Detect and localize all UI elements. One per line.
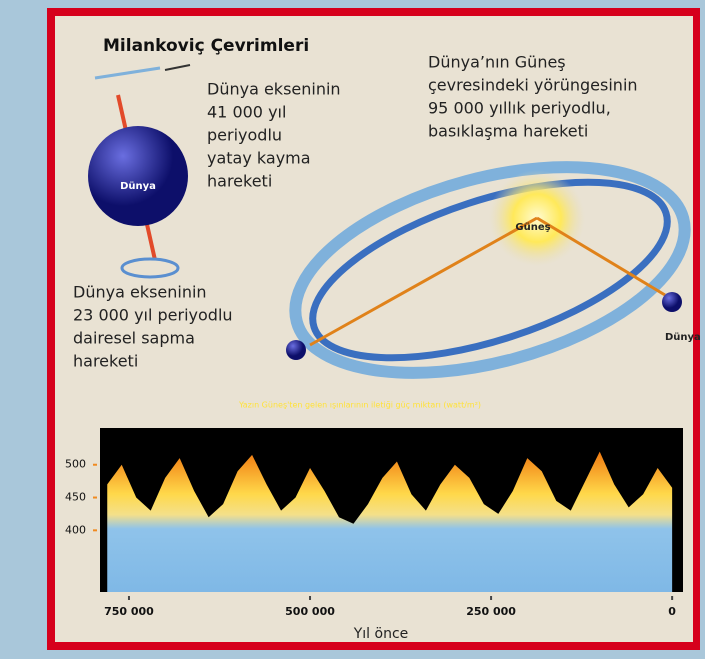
sun-label: Güneş xyxy=(515,222,550,233)
chart-title: Yazın Güneş'ten gelen ışınlarının iletiğ… xyxy=(238,401,481,410)
note-line: Dünya’nın Güneş xyxy=(428,53,566,72)
x-tick-label: 0 xyxy=(668,605,676,618)
note-line: 95 000 yıllık periyodlu, xyxy=(428,99,611,118)
note-line: periyodlu xyxy=(207,126,282,145)
earth-label: Dünya xyxy=(665,332,701,343)
earth xyxy=(88,126,188,226)
note-line: basıklaşma hareketi xyxy=(428,122,588,141)
infographic: Milankoviç Çevrimleri Güneş Dünya Dünya … xyxy=(0,0,705,655)
x-tick-label: 500 000 xyxy=(285,605,335,618)
note-line: hareketi xyxy=(207,172,272,191)
note-line: yatay kayma xyxy=(207,149,311,168)
note-line: dairesel sapma xyxy=(73,329,195,348)
x-tick-label: 750 000 xyxy=(104,605,154,618)
y-tick-label: 450 xyxy=(65,491,86,504)
title: Milankoviç Çevrimleri xyxy=(103,36,309,56)
note-line: 23 000 yıl periyodlu xyxy=(73,306,233,325)
earth-label: Dünya xyxy=(120,181,156,192)
y-tick-label: 400 xyxy=(65,523,86,536)
y-tick-label: 500 xyxy=(65,458,86,471)
note-line: 41 000 yıl xyxy=(207,103,286,122)
note-line: Dünya ekseninin xyxy=(73,283,207,302)
x-tick-label: 250 000 xyxy=(466,605,516,618)
x-axis-label: Yıl önce xyxy=(353,626,409,642)
page: Milankoviç Çevrimleri Güneş Dünya Dünya … xyxy=(0,0,705,655)
earth xyxy=(662,292,682,312)
earth xyxy=(286,340,306,360)
note-line: çevresindeki yörüngesinin xyxy=(428,76,638,95)
note-line: hareketi xyxy=(73,352,138,371)
note-line: Dünya ekseninin xyxy=(207,80,341,99)
